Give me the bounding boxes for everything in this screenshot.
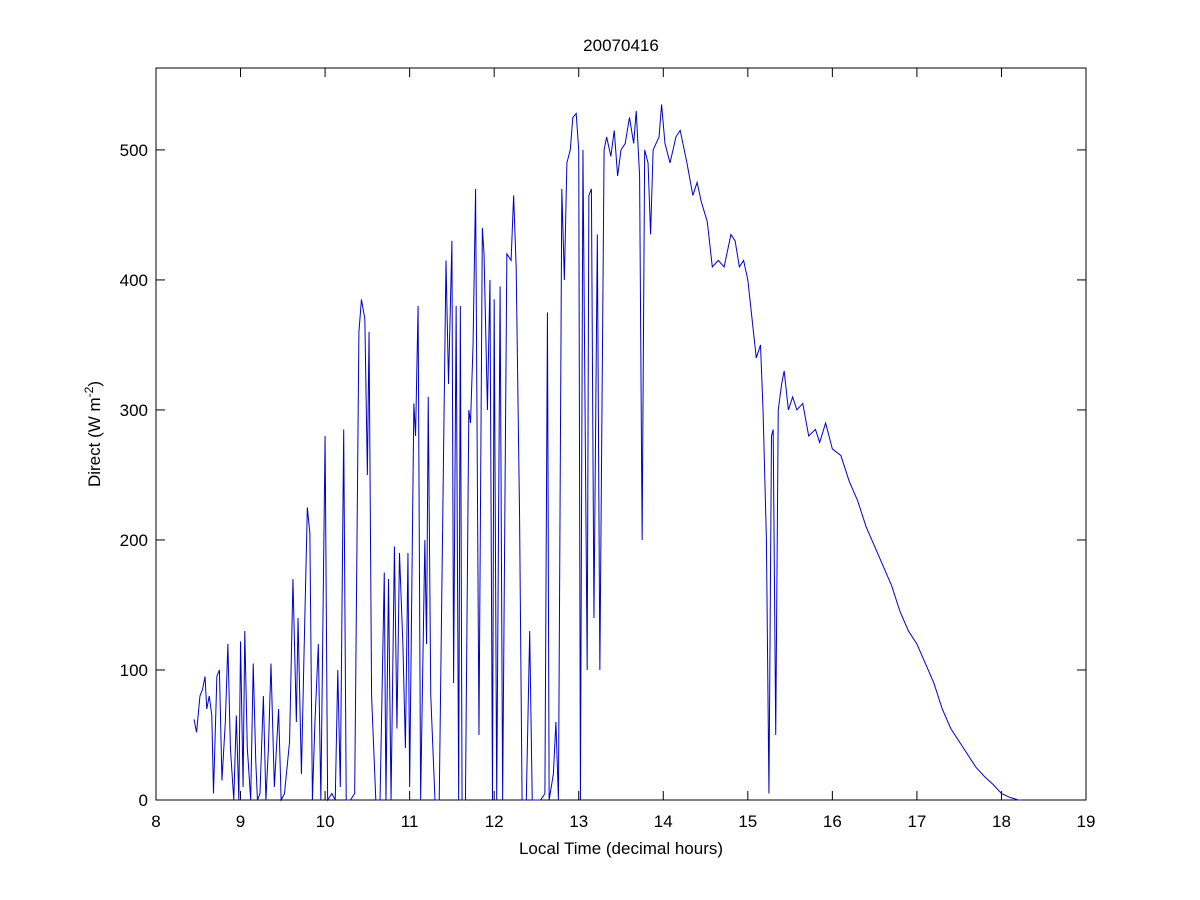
chart-title: 20070416	[583, 36, 659, 55]
data-line	[193, 104, 1023, 802]
x-tick-label: 12	[485, 812, 504, 831]
y-tick-label: 400	[120, 271, 148, 290]
x-tick-label: 18	[992, 812, 1011, 831]
y-axis-label-sup: -2	[82, 386, 96, 397]
x-tick-label: 19	[1077, 812, 1096, 831]
y-axis-label-suffix: )	[85, 381, 104, 387]
x-tick-label: 14	[654, 812, 673, 831]
x-tick-label: 8	[151, 812, 160, 831]
y-axis-label-text: Direct (W m	[85, 397, 104, 487]
y-tick-label: 500	[120, 141, 148, 160]
x-axis-label: Local Time (decimal hours)	[519, 839, 723, 858]
x-tick-label: 13	[569, 812, 588, 831]
y-tick-label: 0	[139, 791, 148, 810]
y-axis-label: Direct (W m-2)	[82, 381, 104, 487]
x-tick-label: 9	[236, 812, 245, 831]
y-tick-label: 300	[120, 401, 148, 420]
y-tick-label: 200	[120, 531, 148, 550]
x-tick-label: 17	[907, 812, 926, 831]
x-tick-label: 15	[738, 812, 757, 831]
y-tick-label: 100	[120, 661, 148, 680]
x-tick-label: 10	[316, 812, 335, 831]
x-tick-label: 16	[823, 812, 842, 831]
x-tick-label: 11	[401, 812, 419, 831]
